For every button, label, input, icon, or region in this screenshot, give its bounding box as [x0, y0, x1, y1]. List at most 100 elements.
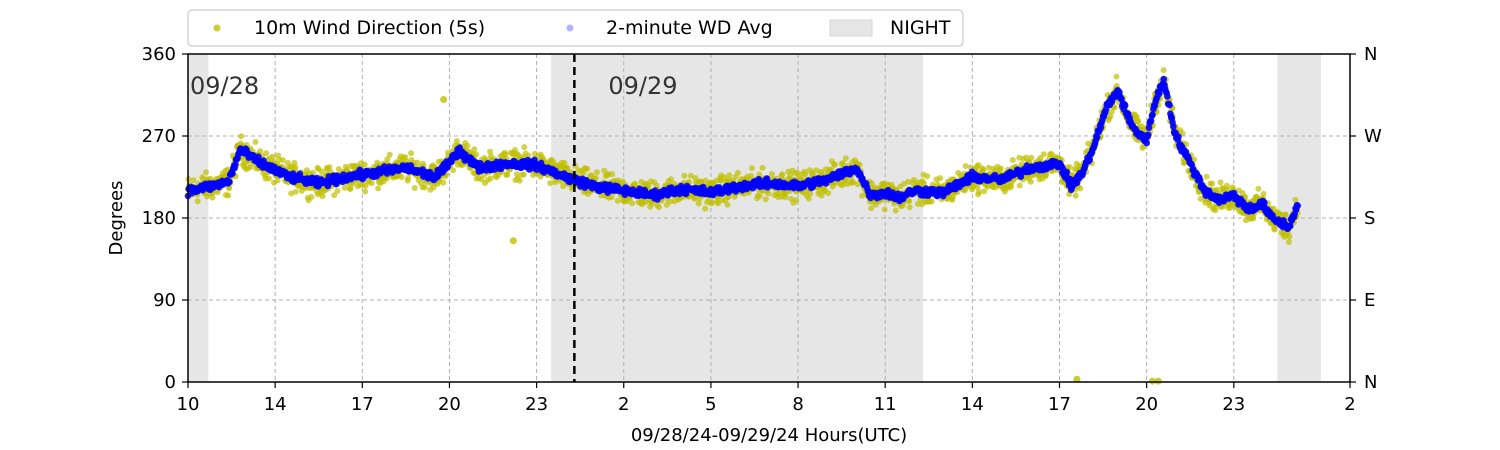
data-point — [762, 196, 769, 203]
data-point — [1170, 123, 1177, 130]
data-point — [226, 185, 233, 192]
data-point — [292, 188, 299, 195]
data-point — [1292, 196, 1299, 203]
data-point — [292, 164, 299, 171]
x-tick-label: 11 — [874, 394, 897, 415]
data-point — [614, 197, 621, 204]
data-point — [985, 164, 992, 171]
data-point — [974, 184, 981, 191]
data-point — [813, 167, 820, 174]
data-point — [1072, 192, 1079, 199]
data-point — [362, 188, 369, 195]
x-tick-label: 14 — [961, 394, 984, 415]
data-point — [487, 175, 494, 182]
outlier-point — [440, 96, 448, 104]
data-point — [408, 150, 414, 157]
x-tick-label: 14 — [264, 394, 287, 415]
data-point — [1066, 164, 1073, 171]
y-right-tick-label: E — [1364, 290, 1375, 311]
data-point — [190, 177, 197, 184]
data-point — [1166, 101, 1173, 109]
data-point — [1147, 117, 1155, 125]
data-point — [341, 184, 348, 191]
data-point — [735, 169, 741, 176]
data-point — [1043, 171, 1050, 178]
data-point — [561, 159, 568, 166]
series-wd-2min-avg — [184, 75, 1301, 232]
data-point — [279, 157, 286, 164]
data-point — [225, 192, 232, 199]
data-point — [831, 161, 838, 168]
data-point — [1028, 154, 1035, 161]
data-point — [850, 179, 857, 186]
data-point — [1144, 131, 1152, 139]
outlier-point — [1073, 375, 1081, 383]
date-labels: 09/28 09/29 — [190, 72, 677, 100]
data-point — [1121, 102, 1129, 109]
data-point — [440, 179, 447, 186]
data-point — [881, 206, 888, 213]
data-point — [1016, 182, 1023, 189]
data-point — [504, 171, 511, 178]
outlier-points — [440, 96, 1162, 385]
data-point — [748, 172, 754, 179]
data-point — [593, 169, 600, 176]
data-point — [326, 164, 333, 171]
data-point — [1203, 173, 1210, 180]
data-point — [384, 156, 391, 163]
data-point — [768, 171, 775, 177]
data-point — [1287, 222, 1294, 230]
legend: 10m Wind Direction (5s) 2-minute WD Avg NI… — [187, 9, 964, 47]
legend-label: 2-minute WD Avg — [606, 17, 773, 39]
data-point — [868, 180, 875, 187]
data-point — [1040, 151, 1047, 158]
data-point — [980, 166, 987, 173]
data-point — [906, 204, 913, 211]
data-point — [1077, 185, 1084, 192]
data-point — [962, 163, 969, 169]
data-point — [1086, 156, 1093, 163]
data-point — [274, 177, 281, 184]
data-point — [584, 165, 591, 172]
data-point — [840, 160, 846, 167]
data-point — [1063, 168, 1070, 176]
date-label: 09/29 — [608, 72, 677, 100]
data-point — [334, 188, 341, 194]
data-point — [405, 175, 412, 181]
x-tick-label: 10 — [177, 394, 200, 415]
data-point — [319, 193, 326, 200]
data-point — [782, 194, 789, 201]
outlier-point — [509, 237, 517, 245]
data-point — [450, 167, 457, 174]
data-point — [756, 193, 763, 200]
data-point — [629, 200, 636, 207]
data-point — [464, 142, 471, 149]
y-tick-label: 90 — [153, 290, 176, 311]
data-point — [414, 159, 421, 166]
x-tick-label: 17 — [1048, 394, 1071, 415]
data-point — [402, 154, 409, 161]
data-point — [1294, 202, 1301, 210]
data-point — [547, 180, 554, 187]
x-tick-label: 20 — [1135, 394, 1158, 415]
data-point — [859, 192, 865, 199]
data-point — [724, 201, 731, 208]
data-point — [1135, 118, 1142, 125]
data-point — [1113, 73, 1120, 80]
data-point — [331, 192, 338, 199]
data-point — [335, 166, 342, 172]
y-right-tick-label: S — [1364, 208, 1375, 229]
data-point — [981, 188, 988, 195]
data-point — [905, 178, 912, 185]
y-tick-label: 0 — [165, 372, 176, 393]
data-point — [928, 198, 935, 205]
data-point — [1255, 185, 1262, 192]
data-point — [681, 172, 688, 179]
data-point — [1093, 134, 1101, 141]
legend-label: 10m Wind Direction (5s) — [254, 17, 485, 39]
data-point — [1197, 195, 1204, 202]
data-point — [695, 200, 702, 207]
data-point — [605, 171, 611, 178]
data-point — [471, 146, 478, 153]
data-point — [593, 175, 599, 182]
